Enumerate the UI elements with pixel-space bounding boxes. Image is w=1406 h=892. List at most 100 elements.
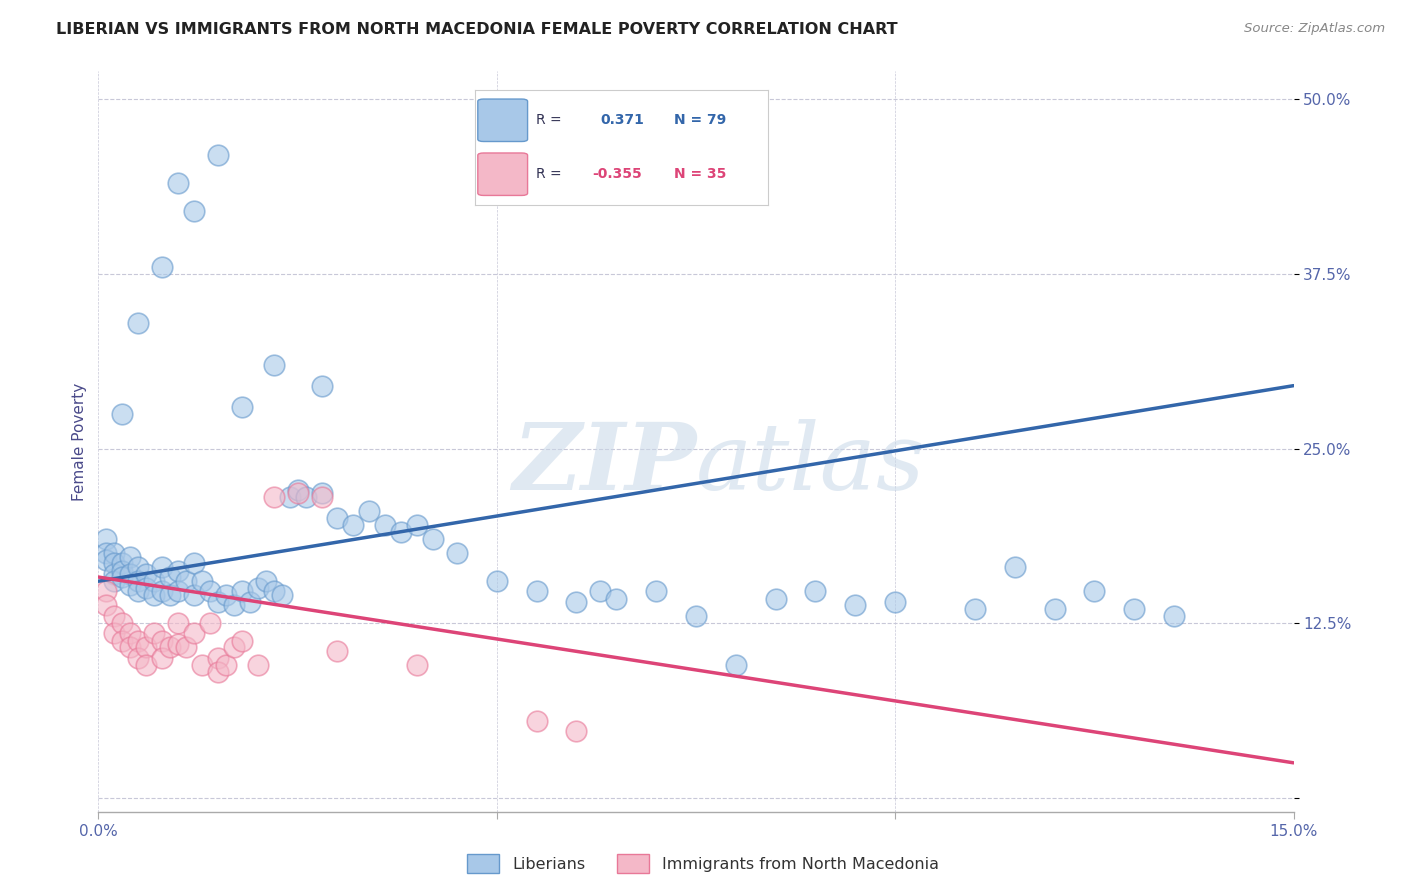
Point <box>565 595 588 609</box>
Point <box>239 595 262 609</box>
Point <box>167 616 190 631</box>
Point <box>127 651 149 665</box>
Point <box>191 574 214 589</box>
Legend: Liberians, Immigrants from North Macedonia: Liberians, Immigrants from North Macedon… <box>461 847 945 880</box>
Point <box>96 598 118 612</box>
Point <box>150 651 173 665</box>
Point <box>207 665 229 679</box>
Point <box>263 584 285 599</box>
Point <box>207 651 229 665</box>
Point <box>270 588 292 602</box>
Point <box>389 525 412 540</box>
Point <box>246 581 269 595</box>
Point <box>143 626 166 640</box>
Point <box>765 592 787 607</box>
Point <box>198 584 221 599</box>
Point <box>159 570 181 584</box>
Point <box>326 644 349 658</box>
Point <box>167 637 190 651</box>
Point <box>120 567 142 582</box>
Point <box>150 584 173 599</box>
Point <box>103 556 125 570</box>
Point <box>246 658 269 673</box>
Point <box>287 486 309 500</box>
Point <box>526 714 548 728</box>
Point <box>645 584 668 599</box>
Point <box>844 598 866 612</box>
Point <box>207 595 229 609</box>
Point <box>406 658 429 673</box>
Point <box>135 658 157 673</box>
Point <box>103 546 125 560</box>
Point <box>406 518 429 533</box>
Point <box>685 609 707 624</box>
Point <box>174 574 197 589</box>
Point <box>120 578 142 592</box>
Point <box>135 640 157 654</box>
Point <box>287 483 309 498</box>
Point <box>191 658 214 673</box>
Point <box>342 518 364 533</box>
Point <box>167 176 190 190</box>
Point <box>589 584 612 599</box>
Point <box>103 574 125 589</box>
Point <box>120 550 142 565</box>
Point <box>111 407 134 421</box>
Point <box>215 588 238 602</box>
Point <box>231 400 253 414</box>
Point <box>485 574 508 589</box>
Point <box>605 592 627 607</box>
Point <box>359 504 381 518</box>
Point <box>1043 602 1066 616</box>
Point <box>159 640 181 654</box>
Point <box>565 723 588 738</box>
Point <box>135 567 157 582</box>
Point <box>96 533 118 547</box>
Point <box>311 486 333 500</box>
Point <box>150 634 173 648</box>
Point <box>120 640 142 654</box>
Point <box>294 491 316 505</box>
Point <box>103 609 125 624</box>
Point <box>278 491 301 505</box>
Point <box>1083 584 1105 599</box>
Point <box>111 556 134 570</box>
Point <box>254 574 277 589</box>
Point <box>167 565 190 579</box>
Point <box>724 658 747 673</box>
Text: atlas: atlas <box>696 418 925 508</box>
Point <box>111 570 134 584</box>
Point <box>150 560 173 574</box>
Point <box>167 584 190 599</box>
Point <box>231 634 253 648</box>
Point <box>127 574 149 589</box>
Point <box>150 260 173 274</box>
Point <box>311 378 333 392</box>
Point <box>96 553 118 567</box>
Point <box>263 358 285 372</box>
Point <box>422 533 444 547</box>
Point <box>1123 602 1146 616</box>
Point <box>159 588 181 602</box>
Point <box>127 584 149 599</box>
Point <box>215 658 238 673</box>
Point <box>127 560 149 574</box>
Text: LIBERIAN VS IMMIGRANTS FROM NORTH MACEDONIA FEMALE POVERTY CORRELATION CHART: LIBERIAN VS IMMIGRANTS FROM NORTH MACEDO… <box>56 22 898 37</box>
Point <box>103 567 125 582</box>
Point <box>884 595 907 609</box>
Point <box>120 626 142 640</box>
Point <box>446 546 468 560</box>
Point <box>1004 560 1026 574</box>
Point <box>526 584 548 599</box>
Point <box>207 148 229 162</box>
Point <box>222 640 245 654</box>
Point <box>1163 609 1185 624</box>
Point <box>198 616 221 631</box>
Point <box>111 634 134 648</box>
Point <box>127 634 149 648</box>
Point <box>183 204 205 219</box>
Point <box>326 511 349 525</box>
Point <box>143 588 166 602</box>
Point <box>174 640 197 654</box>
Point <box>103 626 125 640</box>
